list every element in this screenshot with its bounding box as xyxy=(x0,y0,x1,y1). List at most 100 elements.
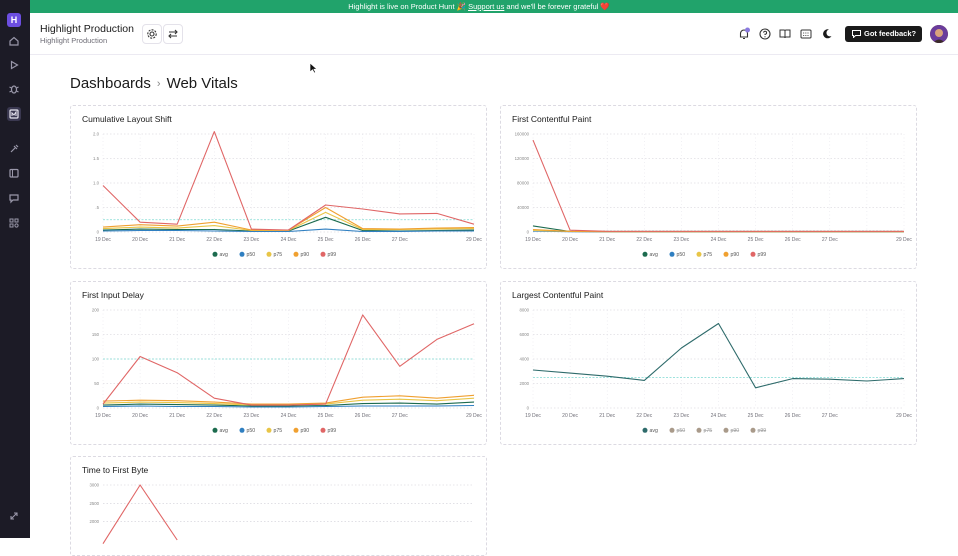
x-tick-label: 25 Dec xyxy=(318,237,334,243)
legend-label-p90: p90 xyxy=(731,428,740,434)
x-tick-label: 26 Dec xyxy=(785,237,801,243)
feedback-icon[interactable] xyxy=(7,191,21,205)
x-tick-label: 21 Dec xyxy=(599,237,615,243)
legend-swatch-p99 xyxy=(750,427,756,433)
x-tick-label: 27 Dec xyxy=(822,237,838,243)
play-icon[interactable] xyxy=(7,58,21,72)
expand-icon[interactable] xyxy=(7,509,21,523)
project-subtitle: Highlight Production xyxy=(40,36,108,45)
y-tick-label: 6000 xyxy=(519,332,529,337)
legend-swatch-p90 xyxy=(723,251,729,257)
theme-toggle-button[interactable] xyxy=(819,26,835,42)
x-tick-label: 21 Dec xyxy=(599,413,615,419)
x-tick-label: 22 Dec xyxy=(206,413,222,419)
y-tick-label: 50 xyxy=(94,381,99,386)
metric-card-cls[interactable]: Cumulative Layout Shift 0 .5 1.0 1.5 2.0 19 D… xyxy=(70,105,487,269)
product-hunt-banner: Highlight is live on Product Hunt 🎉 Supp… xyxy=(0,0,958,13)
legend-label-p75: p75 xyxy=(704,428,713,434)
x-tick-label: 26 Dec xyxy=(355,413,371,419)
legend-label-avg: avg xyxy=(650,252,658,258)
breadcrumb: Dashboards › Web Vitals xyxy=(70,75,238,92)
series-line-avg xyxy=(102,401,475,407)
legend-swatch-avg xyxy=(212,427,218,433)
y-tick-label: .5 xyxy=(95,205,99,210)
legend-label-p90: p90 xyxy=(301,428,310,434)
y-tick-label: 100 xyxy=(92,357,100,362)
legend-swatch-p75 xyxy=(696,251,702,257)
x-tick-label: 29 Dec xyxy=(896,237,912,243)
metric-card-lcp[interactable]: Largest Contentful Paint 0 2000 4000 6000 80… xyxy=(500,281,917,445)
docs-button[interactable] xyxy=(777,26,793,42)
x-tick-label: 29 Dec xyxy=(466,237,482,243)
series-line-p99 xyxy=(102,314,475,406)
x-tick-label: 21 Dec xyxy=(169,413,185,419)
x-tick-label: 25 Dec xyxy=(748,413,764,419)
breadcrumb-web-vitals: Web Vitals xyxy=(166,75,238,92)
banner-text: Highlight is live on Product Hunt 🎉 xyxy=(348,2,466,11)
help-button[interactable] xyxy=(757,26,773,42)
archive-icon[interactable] xyxy=(7,166,21,180)
card-title: First Contentful Paint xyxy=(512,114,592,124)
workspace-logo[interactable]: H xyxy=(7,13,21,27)
breadcrumb-dashboards[interactable]: Dashboards xyxy=(70,75,151,92)
legend-swatch-p99 xyxy=(750,251,756,257)
legend-label-p50: p50 xyxy=(677,252,686,258)
y-tick-label: 2000 xyxy=(89,519,99,524)
x-tick-label: 20 Dec xyxy=(562,413,578,419)
legend-swatch-p90 xyxy=(723,427,729,433)
x-tick-label: 21 Dec xyxy=(169,237,185,243)
legend-label-p75: p75 xyxy=(274,252,283,258)
project-title[interactable]: Highlight Production xyxy=(40,23,134,35)
y-tick-label: 0 xyxy=(97,406,100,411)
notifications-button[interactable] xyxy=(736,26,752,42)
metric-card-fcp[interactable]: First Contentful Paint 0 40000 80000 120000… xyxy=(500,105,917,269)
y-tick-label: 0 xyxy=(527,406,530,411)
metric-card-fid[interactable]: First Input Delay 0 50 100 150 200 19 Dec 20 D… xyxy=(70,281,487,445)
x-tick-label: 24 Dec xyxy=(711,237,727,243)
x-tick-label: 29 Dec xyxy=(896,413,912,419)
x-tick-label: 19 Dec xyxy=(95,413,111,419)
y-tick-label: 80000 xyxy=(517,181,530,186)
x-tick-label: 19 Dec xyxy=(525,413,541,419)
support-us-link[interactable]: Support us xyxy=(468,2,505,11)
x-tick-label: 27 Dec xyxy=(392,413,408,419)
integrations-icon[interactable] xyxy=(7,142,21,156)
legend-label-p99: p99 xyxy=(328,428,337,434)
y-tick-label: 4000 xyxy=(519,357,529,362)
breadcrumb-separator: › xyxy=(156,78,161,90)
x-tick-label: 23 Dec xyxy=(243,413,259,419)
metric-card-ttfb[interactable]: Time to First Byte 3000 2500 2000 xyxy=(70,456,487,556)
shortcuts-button[interactable] xyxy=(798,26,814,42)
legend-label-avg: avg xyxy=(650,428,658,434)
x-tick-label: 25 Dec xyxy=(748,237,764,243)
x-tick-label: 24 Dec xyxy=(281,237,297,243)
y-tick-label: 1.5 xyxy=(93,156,100,161)
series-line-avg xyxy=(532,322,905,389)
chart-svg: 3000 2500 2000 xyxy=(89,483,474,544)
x-tick-label: 27 Dec xyxy=(392,237,408,243)
home-icon[interactable] xyxy=(7,34,21,48)
legend-label-p50: p50 xyxy=(247,252,256,258)
book-icon xyxy=(779,29,791,39)
apps-icon[interactable] xyxy=(7,216,21,230)
x-tick-label: 23 Dec xyxy=(243,237,259,243)
card-title: Time to First Byte xyxy=(82,465,149,475)
y-tick-label: 8000 xyxy=(519,308,529,313)
user-avatar[interactable] xyxy=(930,25,948,43)
sidebar: H xyxy=(0,0,30,538)
x-tick-label: 20 Dec xyxy=(132,413,148,419)
series-line-p50 xyxy=(102,404,475,408)
feedback-button[interactable]: Got feedback? xyxy=(845,26,922,42)
switch-project-button[interactable] xyxy=(163,24,183,44)
y-tick-label: 1.0 xyxy=(93,181,100,186)
settings-button[interactable] xyxy=(142,24,162,44)
keyboard-icon xyxy=(800,29,812,39)
y-tick-label: 0 xyxy=(97,230,100,235)
top-header: Highlight Production Highlight Productio… xyxy=(30,13,958,55)
dashboard-icon[interactable] xyxy=(7,107,21,121)
chart-svg: 0 40000 80000 120000 160000 19 Dec 20 Dec 21 De… xyxy=(515,132,913,259)
card-title: First Input Delay xyxy=(82,290,144,300)
y-tick-label: 3000 xyxy=(89,483,99,488)
bug-icon[interactable] xyxy=(7,82,21,96)
y-tick-label: 40000 xyxy=(517,205,530,210)
